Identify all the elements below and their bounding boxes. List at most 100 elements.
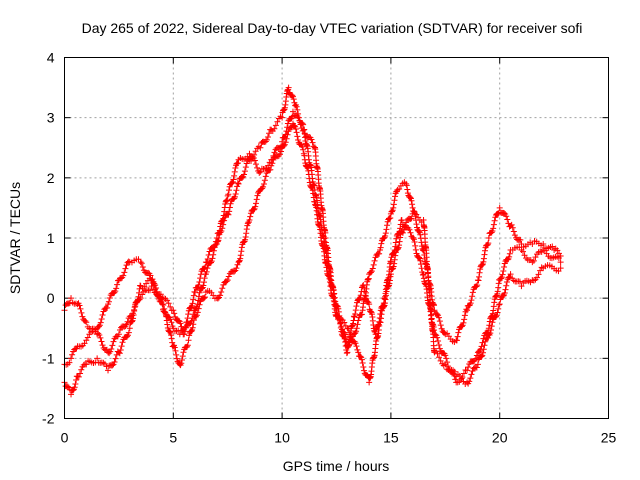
data-point-marker <box>464 307 471 314</box>
data-point-marker <box>171 310 178 317</box>
data-point-marker <box>158 296 165 303</box>
data-point-marker <box>503 278 510 285</box>
data-point-marker <box>117 347 124 354</box>
data-point-marker <box>84 334 91 341</box>
data-point-marker <box>260 181 267 188</box>
data-point-marker <box>136 285 143 292</box>
data-point-marker <box>516 278 523 285</box>
data-point-marker <box>209 255 216 262</box>
data-point-marker <box>112 355 119 362</box>
data-point-marker <box>94 355 101 362</box>
x-tick-label: 25 <box>601 430 617 446</box>
data-point-marker <box>250 154 257 161</box>
data-point-marker <box>383 226 390 233</box>
data-point-marker <box>182 328 189 335</box>
data-point-marker <box>343 350 350 357</box>
data-point-marker <box>390 263 397 270</box>
data-point-marker <box>557 259 564 266</box>
data-point-marker <box>217 292 224 299</box>
data-point-marker <box>218 289 225 296</box>
data-point-marker <box>112 288 119 295</box>
data-point-marker <box>352 340 359 347</box>
data-point-marker <box>490 225 497 232</box>
data-point-marker <box>480 346 487 353</box>
data-point-marker <box>437 357 444 364</box>
y-tick-label: -1 <box>42 350 55 366</box>
data-point-marker <box>231 172 238 179</box>
data-point-marker <box>246 216 253 223</box>
data-point-marker <box>233 187 240 194</box>
data-point-marker <box>190 317 197 324</box>
data-point-marker <box>482 247 489 254</box>
data-point-marker <box>179 353 186 360</box>
data-point-marker <box>406 226 413 233</box>
data-point-marker <box>366 301 373 308</box>
data-point-marker <box>272 122 279 129</box>
data-point-marker <box>295 114 302 121</box>
data-point-marker <box>227 200 234 207</box>
series-track <box>61 108 564 386</box>
data-point-marker <box>397 225 404 232</box>
data-point-marker <box>480 335 487 342</box>
data-point-marker <box>416 228 423 235</box>
data-point-marker <box>104 304 111 311</box>
data-point-marker <box>200 282 207 289</box>
data-point-marker <box>232 165 239 172</box>
data-point-marker <box>264 133 271 140</box>
data-point-marker <box>359 360 366 367</box>
data-point-marker <box>480 255 487 262</box>
data-point-marker <box>249 153 256 160</box>
data-point-marker <box>266 130 273 137</box>
data-point-marker <box>485 240 492 247</box>
data-point-marker <box>435 338 442 345</box>
data-point-marker <box>387 271 394 278</box>
data-point-marker <box>130 312 137 319</box>
data-point-marker <box>396 185 403 192</box>
y-tick-label: 1 <box>47 230 55 246</box>
data-point-marker <box>468 371 475 378</box>
data-point-marker <box>224 277 231 284</box>
data-point-marker <box>419 271 426 278</box>
data-point-marker <box>377 244 384 251</box>
data-point-marker <box>225 191 232 198</box>
data-point-marker <box>420 216 427 223</box>
data-point-marker <box>78 309 85 316</box>
data-point-marker <box>116 350 123 357</box>
data-point-marker <box>113 285 120 292</box>
data-point-marker <box>71 384 78 391</box>
data-point-marker <box>285 84 292 91</box>
data-point-marker <box>180 349 187 356</box>
data-point-marker <box>241 171 248 178</box>
data-point-marker <box>168 332 175 339</box>
data-point-marker <box>126 325 133 332</box>
data-point-marker <box>256 169 263 176</box>
data-point-marker <box>201 279 208 286</box>
data-point-marker <box>344 349 351 356</box>
data-point-marker <box>436 354 443 361</box>
data-point-marker <box>252 161 259 168</box>
data-point-marker <box>159 301 166 308</box>
data-point-marker <box>242 233 249 240</box>
data-point-marker <box>260 183 267 190</box>
data-point-marker <box>290 96 297 103</box>
data-point-marker <box>417 257 424 264</box>
data-point-marker <box>488 229 495 236</box>
data-point-marker <box>300 146 307 153</box>
data-point-marker <box>502 286 509 293</box>
data-point-marker <box>77 305 84 312</box>
data-point-marker <box>361 284 368 291</box>
data-point-marker <box>243 230 250 237</box>
data-point-marker <box>279 138 286 145</box>
data-point-marker <box>387 214 394 221</box>
data-point-marker <box>189 324 196 331</box>
data-point-marker <box>521 252 528 259</box>
data-point-marker <box>294 106 301 113</box>
data-point-marker <box>384 222 391 229</box>
data-point-marker <box>148 283 155 290</box>
data-point-marker <box>251 157 258 164</box>
data-point-marker <box>532 254 539 261</box>
data-point-marker <box>352 307 359 314</box>
data-point-marker <box>111 359 118 366</box>
data-point-marker <box>152 286 159 293</box>
data-point-marker <box>490 221 497 228</box>
